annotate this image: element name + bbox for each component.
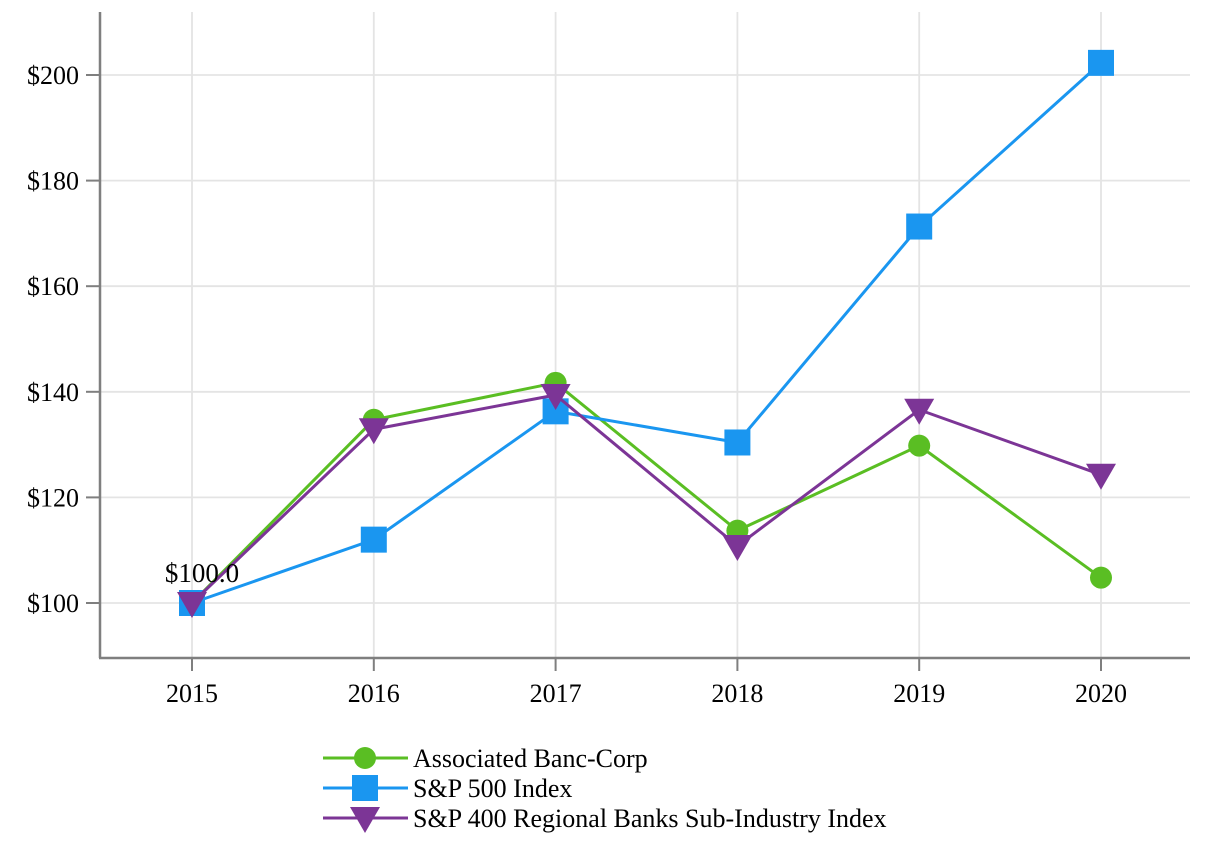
legend-square-icon (352, 775, 378, 801)
legend-triangle-down-icon (350, 807, 380, 833)
series-line (190, 381, 1102, 605)
x-tick-label: 2019 (893, 679, 945, 708)
y-tick-label: $200 (27, 61, 79, 90)
series-marker (906, 213, 933, 240)
y-tick-label: $140 (27, 378, 79, 407)
series-marker (722, 534, 753, 561)
annotation-label: $100.0 (165, 558, 239, 588)
legend-label: Associated Banc-Corp (413, 744, 648, 773)
series-marker (908, 434, 931, 457)
series-marker (724, 429, 751, 456)
series-marker (904, 398, 935, 425)
x-tick-label: 2015 (166, 679, 218, 708)
legend-circle-icon (354, 747, 376, 769)
y-tick-label: $100 (27, 589, 79, 618)
series-line (190, 393, 1102, 605)
series-marker (177, 592, 207, 618)
y-tick-label: $120 (27, 483, 79, 512)
x-tick-label: 2016 (348, 679, 400, 708)
series-line (191, 61, 1103, 605)
x-tick-label: 2017 (530, 679, 582, 708)
series-marker (358, 418, 389, 445)
x-tick-label: 2018 (711, 679, 763, 708)
series-marker (540, 383, 571, 410)
legend-label: S&P 500 Index (413, 774, 572, 803)
series-marker (360, 526, 387, 553)
series-marker (1086, 463, 1116, 490)
legend-label: S&P 400 Regional Banks Sub-Industry Inde… (413, 804, 887, 833)
y-tick-label: $180 (27, 167, 79, 196)
y-tick-label: $160 (27, 272, 79, 301)
series-marker (1090, 566, 1112, 589)
series-marker (1088, 49, 1114, 76)
x-tick-label: 2020 (1075, 679, 1127, 708)
